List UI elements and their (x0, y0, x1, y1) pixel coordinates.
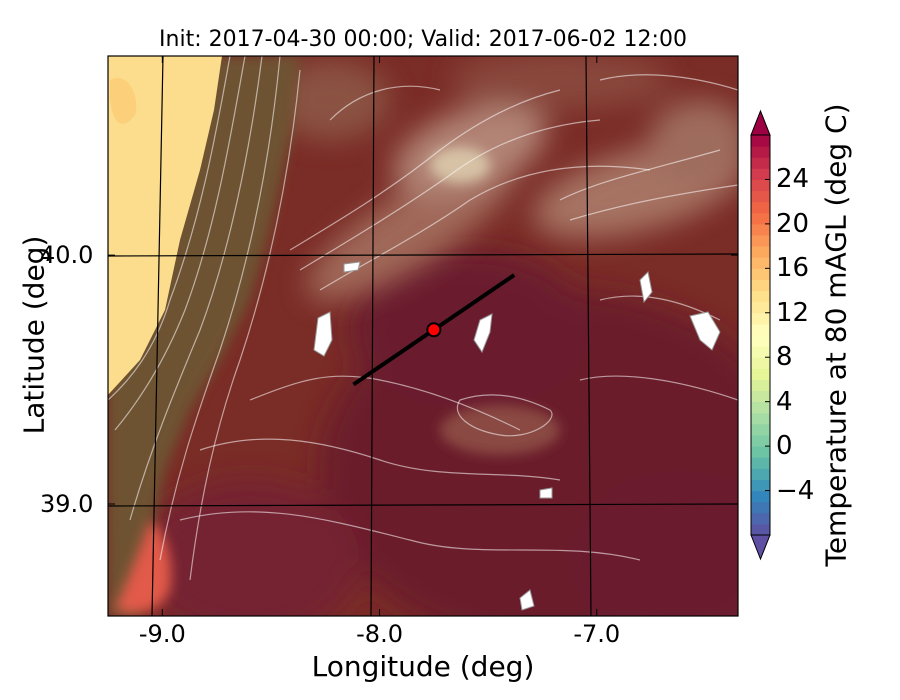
colorbar-segment (751, 223, 770, 236)
colorbar-extend-high (750, 109, 771, 136)
colorbar-segment (751, 435, 770, 447)
colorbar-segment (751, 412, 770, 425)
colorbar-segment (751, 523, 770, 536)
colorbar-segment (751, 368, 770, 380)
plot-frame (107, 55, 739, 617)
colorbar-segment (751, 335, 770, 347)
colorbar-segment (751, 279, 770, 292)
colorbar-segment (751, 312, 770, 325)
colorbar-segment (751, 157, 770, 169)
colorbar-segment (751, 390, 770, 403)
colorbar-tick-label: 12 (776, 297, 810, 328)
colorbar-segment (751, 135, 770, 147)
colorbar-segment (751, 379, 770, 392)
colorbar-segment (751, 468, 770, 480)
colorbar-tick-label: 20 (776, 208, 810, 239)
x-tick-label: -9.0 (138, 620, 186, 648)
colorbar-segment (751, 201, 770, 214)
colorbar-segment (751, 257, 770, 269)
colorbar-segment (751, 457, 770, 469)
colorbar-tick-label: 24 (776, 164, 810, 195)
colorbar-segment (751, 479, 770, 492)
colorbar-segment (751, 490, 770, 503)
colorbar-segment (751, 268, 770, 280)
colorbar-segment (751, 323, 770, 336)
colorbar-segment (751, 235, 770, 247)
colorbar-tick-label: 8 (776, 342, 793, 373)
chart-title: Init: 2017-04-30 00:00; Valid: 2017-06-0… (159, 27, 687, 52)
cross-section-markers (352, 273, 516, 387)
colorbar-segment (751, 501, 770, 514)
x-tick-label: -8.0 (356, 620, 403, 648)
colorbar-segment (751, 357, 770, 369)
colorbar-label: Temperature at 80 mAGL (deg C) (819, 103, 853, 567)
axis-ticks (108, 56, 738, 616)
colorbar-extend-low (750, 534, 771, 561)
colorbar-segment (751, 512, 770, 525)
colorbar-segment (751, 168, 770, 180)
colorbar-segment (751, 190, 770, 203)
colorbar-segment (751, 212, 770, 225)
colorbar-tick-label: 16 (776, 253, 810, 284)
colorbar-frame (750, 134, 771, 536)
colorbar-segment (751, 346, 770, 358)
colorbar-segment (751, 301, 770, 314)
y-tick-label: 40.0 (40, 241, 94, 270)
cross-section-point (426, 322, 442, 338)
colorbar-tick-label: 4 (776, 386, 793, 417)
y-tick-label: 39.0 (40, 490, 94, 518)
x-axis-label: Longitude (deg) (311, 650, 535, 683)
colorbar-segment (751, 290, 770, 303)
colorbar-tick-label: 0 (776, 431, 793, 462)
colorbar-segment (751, 401, 770, 414)
colorbar-segment (751, 246, 770, 258)
colorbar-tick-label: −4 (776, 475, 815, 506)
colorbar-segment (751, 179, 770, 192)
x-tick-label: -7.0 (573, 620, 621, 648)
colorbar (750, 109, 771, 561)
colorbar-segment (751, 446, 770, 458)
colorbar-segment (751, 146, 770, 158)
temperature-map (108, 56, 738, 616)
colorbar-segment (751, 423, 770, 436)
